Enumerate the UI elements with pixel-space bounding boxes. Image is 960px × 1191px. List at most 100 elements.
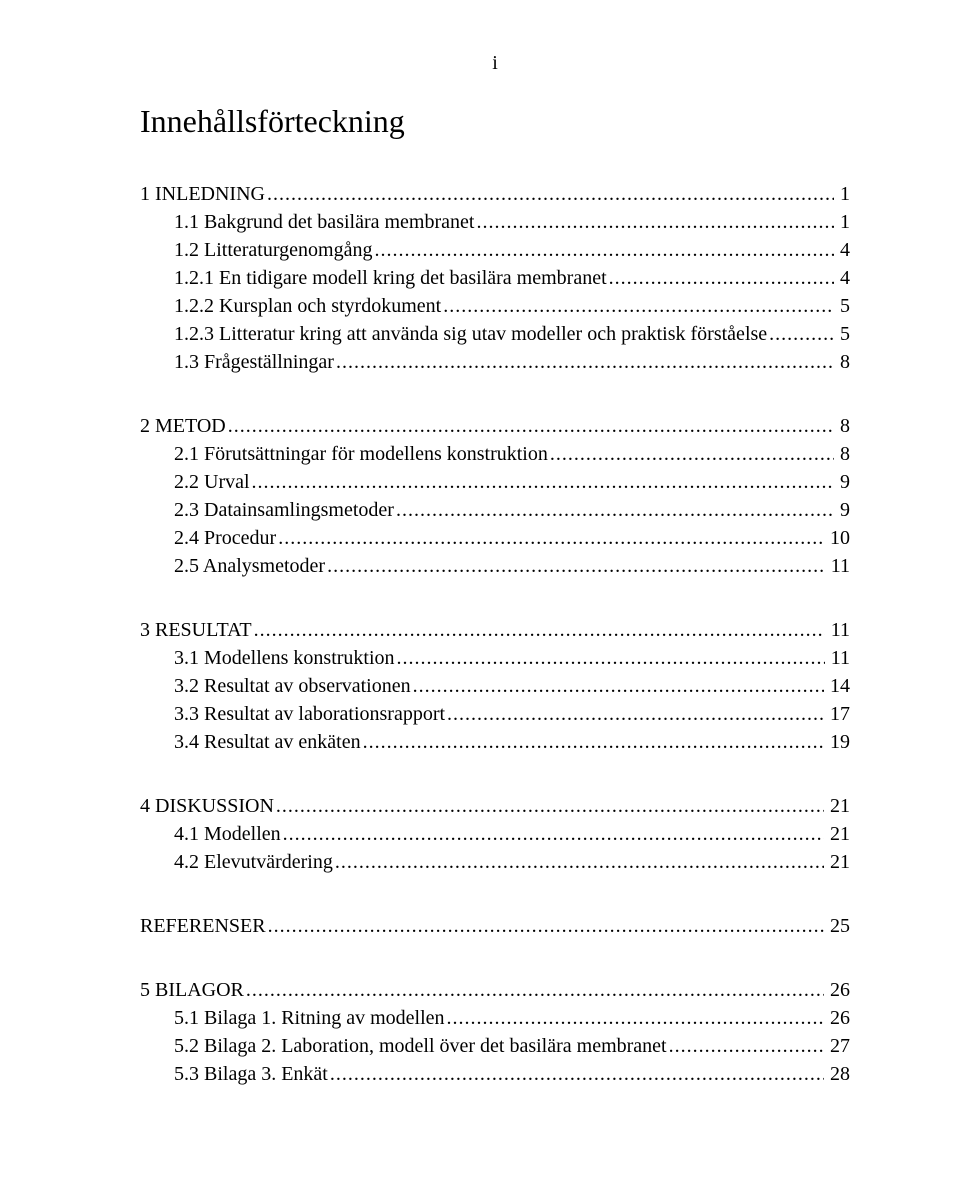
toc-leader <box>550 440 834 468</box>
toc-entry: 4.1 Modellen21 <box>140 820 850 848</box>
toc-entry: 1.2.1 En tidigare modell kring det basil… <box>140 264 850 292</box>
toc-page-number: 8 <box>836 412 850 440</box>
page-number: i <box>140 52 850 75</box>
toc-label: 5 BILAGOR <box>140 976 244 1004</box>
toc-page-number: 28 <box>826 1060 850 1088</box>
toc-entry: 4.2 Elevutvärdering 21 <box>140 848 850 876</box>
toc-page-number: 26 <box>826 1004 850 1032</box>
toc-label: 1.2.3 Litteratur kring att använda sig u… <box>174 320 767 348</box>
toc-label: REFERENSER <box>140 912 266 940</box>
toc-leader <box>228 412 834 440</box>
toc-entry: 3.1 Modellens konstruktion11 <box>140 644 850 672</box>
toc-title: Innehållsförteckning <box>140 103 850 140</box>
toc-label: 5.1 Bilaga 1. Ritning av modellen <box>174 1004 445 1032</box>
toc-group-spacer <box>140 580 850 598</box>
toc-page-number: 1 <box>836 208 850 236</box>
toc-body: 1 INLEDNING11.1 Bakgrund det basilära me… <box>140 180 850 1106</box>
toc-entry: 1.3 Frågeställningar 8 <box>140 348 850 376</box>
toc-label: 1.2 Litteraturgenomgång <box>174 236 372 264</box>
toc-label: 1.3 Frågeställningar <box>174 348 334 376</box>
document-page: i Innehållsförteckning 1 INLEDNING11.1 B… <box>0 0 960 1191</box>
toc-entry: 2.4 Procedur10 <box>140 524 850 552</box>
toc-leader <box>396 496 834 524</box>
toc-label: 2 METOD <box>140 412 226 440</box>
toc-entry-heading: 5 BILAGOR 26 <box>140 976 850 1004</box>
toc-group-spacer <box>140 376 850 394</box>
toc-page-number: 5 <box>836 292 850 320</box>
toc-label: 3.4 Resultat av enkäten <box>174 728 361 756</box>
toc-entry: 2.2 Urval9 <box>140 468 850 496</box>
toc-leader <box>246 976 824 1004</box>
toc-page-number: 4 <box>836 236 850 264</box>
toc-leader <box>330 1060 824 1088</box>
toc-entry: 1.2.3 Litteratur kring att använda sig u… <box>140 320 850 348</box>
toc-label: 4.2 Elevutvärdering <box>174 848 333 876</box>
toc-group-spacer <box>140 1088 850 1106</box>
toc-label: 1 INLEDNING <box>140 180 265 208</box>
toc-group-spacer <box>140 756 850 774</box>
toc-page-number: 8 <box>836 440 850 468</box>
toc-page-number: 27 <box>826 1032 850 1060</box>
toc-page-number: 11 <box>827 552 850 580</box>
toc-label: 3.2 Resultat av observationen <box>174 672 411 700</box>
toc-leader <box>336 348 834 376</box>
toc-page-number: 26 <box>826 976 850 1004</box>
toc-page-number: 21 <box>826 792 850 820</box>
toc-entry-heading: 1 INLEDNING1 <box>140 180 850 208</box>
toc-page-number: 8 <box>836 348 850 376</box>
toc-page-number: 9 <box>836 496 850 524</box>
toc-label: 5.3 Bilaga 3. Enkät <box>174 1060 328 1088</box>
toc-entry: 1.2 Litteraturgenomgång 4 <box>140 236 850 264</box>
toc-leader <box>276 792 824 820</box>
toc-label: 4 DISKUSSION <box>140 792 274 820</box>
toc-label: 2.2 Urval <box>174 468 250 496</box>
toc-entry: 2.1 Förutsättningar för modellens konstr… <box>140 440 850 468</box>
toc-page-number: 4 <box>836 264 850 292</box>
toc-entry: 3.4 Resultat av enkäten19 <box>140 728 850 756</box>
toc-entry-heading: 3 RESULTAT 11 <box>140 616 850 644</box>
toc-leader <box>283 820 824 848</box>
toc-label: 2.5 Analysmetoder <box>174 552 325 580</box>
toc-leader <box>397 644 825 672</box>
toc-entry: 5.3 Bilaga 3. Enkät 28 <box>140 1060 850 1088</box>
toc-leader <box>374 236 834 264</box>
toc-leader <box>252 468 834 496</box>
toc-page-number: 21 <box>826 848 850 876</box>
toc-group-spacer <box>140 940 850 958</box>
toc-leader <box>327 552 825 580</box>
toc-leader <box>447 700 824 728</box>
toc-leader <box>254 616 825 644</box>
toc-group-spacer <box>140 876 850 894</box>
toc-entry-heading: 4 DISKUSSION 21 <box>140 792 850 820</box>
toc-page-number: 11 <box>827 644 850 672</box>
toc-leader <box>278 524 824 552</box>
toc-page-number: 17 <box>826 700 850 728</box>
toc-label: 2.3 Datainsamlingsmetoder <box>174 496 394 524</box>
toc-entry-heading: 2 METOD 8 <box>140 412 850 440</box>
toc-entry-heading: REFERENSER 25 <box>140 912 850 940</box>
toc-page-number: 14 <box>826 672 850 700</box>
toc-entry: 1.2.2 Kursplan och styrdokument5 <box>140 292 850 320</box>
toc-entry: 5.2 Bilaga 2. Laboration, modell över de… <box>140 1032 850 1060</box>
toc-page-number: 21 <box>826 820 850 848</box>
toc-entry: 2.3 Datainsamlingsmetoder 9 <box>140 496 850 524</box>
toc-leader <box>413 672 824 700</box>
toc-leader <box>267 180 834 208</box>
toc-entry: 5.1 Bilaga 1. Ritning av modellen 26 <box>140 1004 850 1032</box>
toc-entry: 3.2 Resultat av observationen 14 <box>140 672 850 700</box>
toc-label: 2.1 Förutsättningar för modellens konstr… <box>174 440 548 468</box>
toc-leader <box>335 848 824 876</box>
toc-label: 3.3 Resultat av laborationsrapport <box>174 700 445 728</box>
toc-page-number: 11 <box>827 616 850 644</box>
toc-label: 5.2 Bilaga 2. Laboration, modell över de… <box>174 1032 667 1060</box>
toc-page-number: 25 <box>826 912 850 940</box>
toc-entry: 1.1 Bakgrund det basilära membranet 1 <box>140 208 850 236</box>
toc-label: 3 RESULTAT <box>140 616 252 644</box>
toc-leader <box>669 1032 824 1060</box>
toc-label: 1.2.1 En tidigare modell kring det basil… <box>174 264 607 292</box>
toc-label: 1.1 Bakgrund det basilära membranet <box>174 208 474 236</box>
toc-leader <box>447 1004 824 1032</box>
toc-entry: 3.3 Resultat av laborationsrapport 17 <box>140 700 850 728</box>
toc-leader <box>609 264 834 292</box>
toc-leader <box>476 208 834 236</box>
